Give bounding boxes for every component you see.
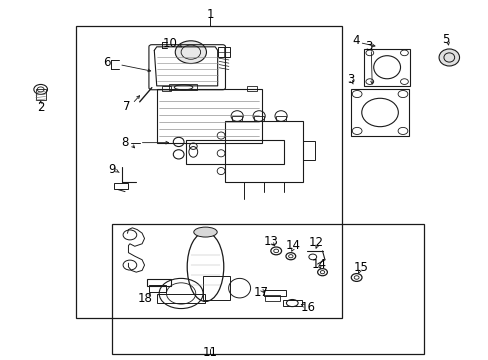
- Bar: [217, 47, 229, 58]
- Bar: [350, 89, 408, 136]
- Bar: [282, 300, 302, 306]
- Bar: [276, 116, 285, 121]
- Bar: [161, 86, 171, 91]
- Bar: [168, 85, 197, 90]
- Bar: [203, 276, 229, 300]
- Text: 3: 3: [365, 40, 372, 53]
- Ellipse shape: [438, 49, 459, 66]
- Bar: [157, 89, 261, 143]
- Bar: [147, 279, 171, 286]
- Text: 9: 9: [108, 163, 115, 176]
- Text: 7: 7: [122, 100, 130, 113]
- Bar: [232, 116, 242, 121]
- Bar: [303, 141, 315, 161]
- Text: 18: 18: [137, 292, 152, 305]
- Bar: [36, 89, 45, 100]
- Text: 2: 2: [37, 101, 44, 114]
- Circle shape: [175, 41, 206, 63]
- Text: 3: 3: [346, 73, 354, 86]
- Text: 10: 10: [163, 37, 178, 50]
- Bar: [114, 183, 128, 189]
- Bar: [254, 116, 264, 121]
- Bar: [363, 49, 409, 86]
- Bar: [246, 86, 256, 91]
- Bar: [265, 295, 280, 301]
- Text: 12: 12: [308, 235, 324, 248]
- Bar: [264, 290, 285, 296]
- Text: 8: 8: [121, 136, 128, 149]
- Text: 4: 4: [351, 34, 359, 47]
- Bar: [185, 140, 283, 164]
- Text: 5: 5: [441, 32, 448, 45]
- Bar: [157, 294, 205, 303]
- Bar: [76, 26, 341, 318]
- Text: 15: 15: [353, 261, 368, 274]
- Bar: [112, 224, 423, 354]
- Bar: [224, 121, 303, 182]
- Bar: [149, 285, 166, 292]
- Text: 17: 17: [254, 286, 268, 299]
- Text: 6: 6: [103, 56, 110, 69]
- Text: 11: 11: [203, 346, 218, 359]
- Text: 14: 14: [311, 258, 326, 271]
- Text: 13: 13: [264, 235, 278, 248]
- Ellipse shape: [193, 227, 217, 237]
- Text: 1: 1: [206, 8, 214, 21]
- Text: 16: 16: [300, 301, 315, 314]
- Text: 14: 14: [285, 239, 300, 252]
